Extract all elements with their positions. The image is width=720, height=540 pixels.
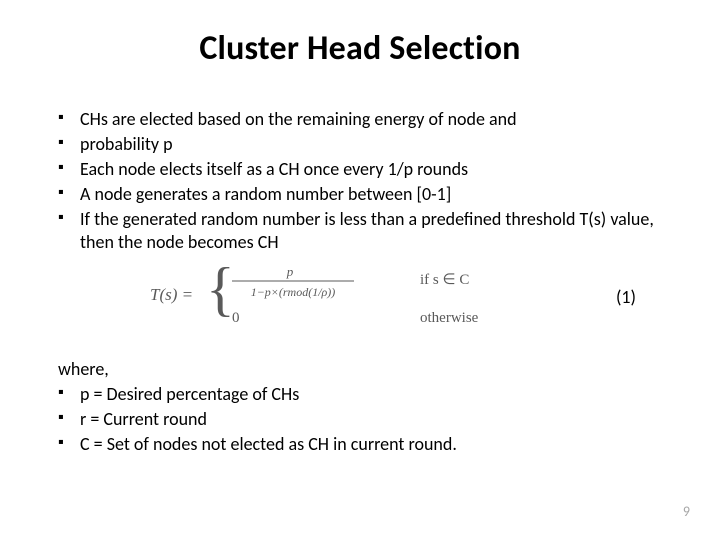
slide: Cluster Head Selection CHs are elected b… (0, 0, 720, 540)
formula-case1-cond: if s ∈ C (420, 272, 469, 288)
formula-case1-num: p (286, 264, 294, 279)
formula-case1-den: 1−p×(rmod(1/ρ)) (251, 285, 336, 299)
list-item: A node generates a random number between… (58, 183, 672, 206)
list-item: probability p (58, 133, 672, 156)
list-item: Each node elects itself as a CH once eve… (58, 158, 672, 181)
page-title: Cluster Head Selection (0, 28, 720, 69)
formula-row: T(s) = { p 1−p×(rmod(1/ρ)) if s ∈ C 0 ot… (0, 256, 720, 334)
where-block: where, p = Desired percentage of CHs r =… (58, 358, 672, 458)
formula-svg: T(s) = { p 1−p×(rmod(1/ρ)) if s ∈ C 0 ot… (150, 256, 510, 334)
where-label: where, (58, 358, 672, 381)
list-item: C = Set of nodes not elected as CH in cu… (58, 433, 672, 456)
top-bullet-list: CHs are elected based on the remaining e… (58, 108, 672, 254)
list-item: r = Current round (58, 408, 672, 431)
list-item: If the generated random number is less t… (58, 208, 672, 254)
formula-case2-cond: otherwise (420, 310, 479, 326)
page-number: 9 (683, 503, 690, 520)
brace-icon: { (206, 256, 235, 322)
list-item: p = Desired percentage of CHs (58, 383, 672, 406)
top-bullet-block: CHs are elected based on the remaining e… (58, 108, 672, 256)
formula-lhs: T(s) = (150, 285, 193, 304)
list-item: CHs are elected based on the remaining e… (58, 108, 672, 131)
formula-case2-val: 0 (232, 310, 240, 326)
equation-number: (1) (616, 286, 636, 308)
where-bullet-list: p = Desired percentage of CHs r = Curren… (58, 383, 672, 456)
